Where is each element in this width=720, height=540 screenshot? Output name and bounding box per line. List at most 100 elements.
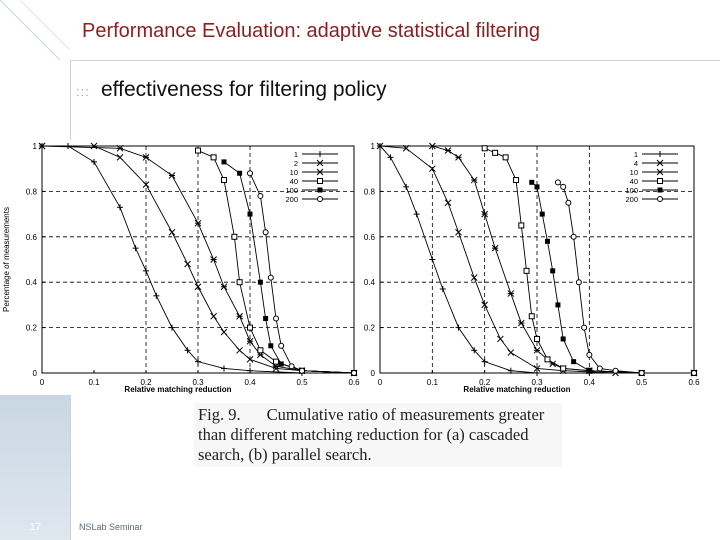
point-10-1 — [444, 147, 452, 154]
point-10-0 — [428, 142, 436, 150]
legend-label-2: 2 — [294, 159, 298, 168]
point-1-9 — [195, 358, 201, 365]
legend-marker-100 — [657, 187, 663, 193]
point-2-7-d2 — [210, 312, 217, 320]
point-200-8 — [351, 370, 357, 376]
legend-marker-100 — [317, 187, 323, 193]
point-100-5 — [555, 302, 561, 308]
point-2-10 — [246, 356, 254, 363]
point-40-7 — [534, 335, 540, 342]
point-1-3 — [413, 211, 420, 218]
legend-label-10: 10 — [290, 168, 298, 177]
point-1-1 — [387, 154, 394, 161]
legend-marker-2 — [316, 159, 324, 167]
series-2 — [38, 142, 358, 377]
y-axis-label: Percentage of measurements — [2, 207, 11, 312]
point-4-9 — [533, 365, 541, 372]
y-tick-label-0: 0 — [33, 369, 38, 378]
point-10-9-d2 — [549, 360, 557, 368]
chart-parallel-search: 0 0.1 0.2 0.3 0.4 0.5 0.6 0 0.2 0.4 0.6 0.8 1 Relativ… — [362, 140, 702, 395]
x-tick-label-1: 0.1 — [88, 378, 100, 387]
point-100-3 — [257, 279, 263, 285]
point-200-2 — [565, 199, 572, 206]
point-2-5-d2 — [184, 260, 191, 268]
y-tick-label-4: 0.8 — [364, 187, 376, 196]
point-40-7 — [273, 358, 279, 365]
point-1-2 — [91, 158, 97, 165]
point-10-8-d2 — [533, 346, 541, 354]
point-40-0 — [195, 147, 201, 154]
slide-subtitle: effectiveness for filtering policy — [101, 78, 387, 101]
point-10-4-d2 — [481, 210, 489, 218]
legend-marker-2-d2 — [316, 159, 324, 167]
point-2-1-d2 — [90, 142, 98, 150]
point-10-8 — [533, 346, 541, 354]
point-4-6-d2 — [481, 301, 489, 309]
x-tick-label-2: 0.2 — [479, 378, 491, 387]
legend-marker-10 — [316, 168, 324, 176]
point-10-0-d2 — [38, 142, 46, 150]
point-40-1 — [492, 149, 499, 156]
point-200-7 — [596, 365, 603, 372]
point-1-10 — [534, 370, 540, 376]
x-tick-label-6: 0.6 — [688, 378, 700, 387]
point-10-7-d2 — [236, 312, 243, 320]
series-200 — [554, 179, 697, 376]
x-tick-label-6: 0.6 — [348, 378, 360, 387]
point-10-1-d2 — [116, 144, 124, 152]
x-tick-label-3: 0.3 — [192, 378, 204, 387]
x-axis-label: Relative matching reduction — [124, 385, 231, 394]
point-4-7-d2 — [497, 335, 504, 343]
point-40-9 — [560, 365, 567, 372]
figure-label: Fig. 9. — [198, 405, 241, 424]
y-tick-label-5: 1 — [371, 142, 376, 151]
point-1-6 — [455, 324, 462, 331]
point-10-8-d2 — [246, 337, 254, 345]
point-100-6 — [278, 361, 284, 367]
legend-label-10: 10 — [630, 168, 638, 177]
point-10-3 — [168, 172, 176, 179]
point-10-5-d2 — [491, 244, 499, 252]
point-4-5 — [470, 274, 478, 282]
point-100-2 — [247, 211, 253, 217]
point-40-2 — [221, 177, 227, 184]
point-200-0 — [554, 179, 561, 186]
point-1-4 — [132, 245, 139, 252]
point-2-2 — [116, 153, 124, 161]
point-100-0 — [529, 179, 535, 185]
y-tick-label-0: 0 — [371, 369, 376, 378]
point-200-7 — [299, 367, 305, 374]
point-200-10 — [691, 370, 697, 376]
legend-label-100: 100 — [625, 186, 638, 195]
point-4-3 — [444, 199, 452, 207]
chart-cascaded-search: 0 0.1 0.2 0.3 0.4 0.5 0.6 0 0.2 0.4 0.6 0.8 1 Relativ… — [0, 140, 362, 395]
point-40-0 — [481, 145, 488, 152]
x-axis-label: Relative matching reduction — [463, 385, 570, 394]
y-tick-label-3: 0.6 — [26, 233, 38, 242]
legend-marker-40 — [657, 178, 663, 184]
point-40-1 — [210, 154, 217, 161]
chart-svg-a: 0 0.1 0.2 0.3 0.4 0.5 0.6 0 0.2 0.4 0.6 0.8 1 Relativ… — [2, 142, 360, 394]
point-100-4 — [263, 316, 269, 322]
chart-svg-b: 0 0.1 0.2 0.3 0.4 0.5 0.6 0 0.2 0.4 0.6 0.8 1 Relativ… — [364, 142, 700, 394]
point-4-1-d2 — [402, 144, 410, 152]
x-tick-label-5: 0.5 — [636, 378, 648, 387]
y-tick-label-2: 0.4 — [26, 278, 38, 287]
legend-marker-10-d2 — [316, 168, 324, 176]
legend-label-200: 200 — [285, 195, 298, 204]
point-2-10-d2 — [246, 356, 254, 363]
figure-caption-text: Cumulative ratio of measurements greater… — [198, 405, 545, 464]
legend-marker-10-d2 — [656, 168, 664, 176]
point-2-8-d2 — [220, 328, 228, 336]
legend-marker-200 — [317, 196, 323, 202]
point-10-3-d2 — [168, 172, 176, 179]
point-200-5 — [581, 324, 588, 331]
point-40-4 — [236, 279, 243, 286]
point-40-8 — [544, 356, 551, 363]
point-4-8-d2 — [507, 349, 515, 356]
point-100-8 — [586, 368, 592, 374]
legend-label-40: 40 — [290, 177, 298, 186]
y-tick-label-5: 1 — [33, 142, 38, 151]
point-4-3-d2 — [444, 199, 452, 207]
